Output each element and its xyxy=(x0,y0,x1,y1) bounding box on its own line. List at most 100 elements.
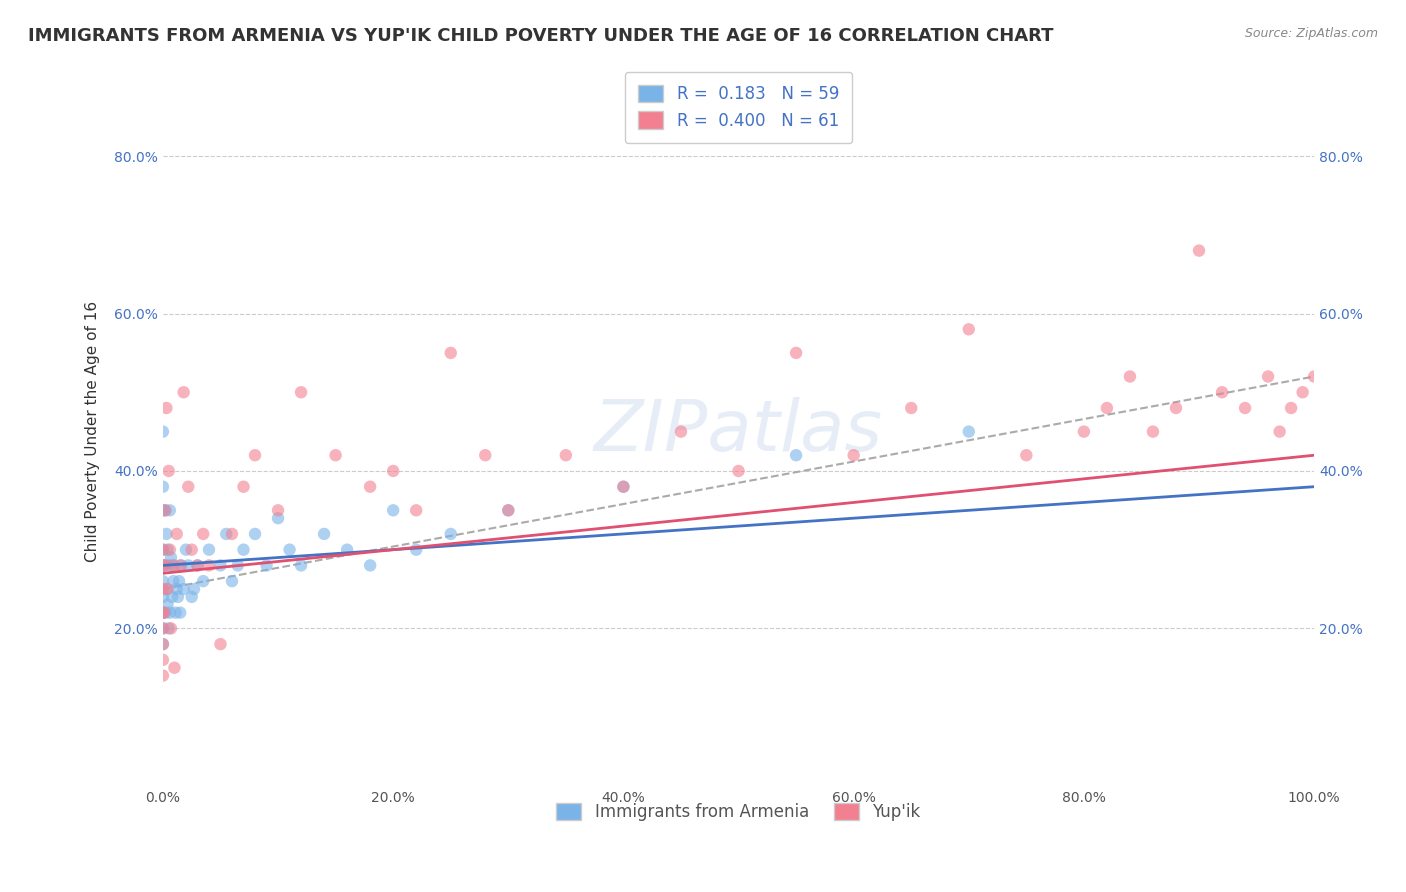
Point xyxy=(152,425,174,439)
Point xyxy=(186,558,208,573)
Point xyxy=(336,542,359,557)
Point xyxy=(152,480,174,494)
Point xyxy=(1291,385,1313,400)
Point xyxy=(156,542,179,557)
Point xyxy=(152,542,174,557)
Point xyxy=(440,527,463,541)
Y-axis label: Child Poverty Under the Age of 16: Child Poverty Under the Age of 16 xyxy=(86,301,100,562)
Point xyxy=(193,574,215,589)
Point xyxy=(156,598,179,612)
Point xyxy=(165,606,187,620)
Point xyxy=(159,542,181,557)
Point xyxy=(155,606,177,620)
Point xyxy=(183,582,205,596)
Point xyxy=(267,503,290,517)
Point xyxy=(1164,401,1187,415)
Point xyxy=(243,448,266,462)
Point xyxy=(1095,401,1118,415)
Point xyxy=(152,653,174,667)
Point xyxy=(193,527,215,541)
Point xyxy=(221,527,243,541)
Point xyxy=(163,558,186,573)
Point xyxy=(160,590,183,604)
Point xyxy=(152,590,174,604)
Point xyxy=(152,637,174,651)
Point xyxy=(177,558,200,573)
Point xyxy=(160,550,183,565)
Point xyxy=(1303,369,1326,384)
Point xyxy=(1188,244,1211,258)
Point xyxy=(498,503,520,517)
Point xyxy=(173,582,195,596)
Point xyxy=(159,503,181,517)
Point xyxy=(156,582,179,596)
Point xyxy=(1257,369,1279,384)
Point xyxy=(186,558,208,573)
Point xyxy=(226,558,249,573)
Point xyxy=(1234,401,1257,415)
Point xyxy=(405,503,427,517)
Point xyxy=(180,590,202,604)
Text: IMMIGRANTS FROM ARMENIA VS YUP'IK CHILD POVERTY UNDER THE AGE OF 16 CORRELATION : IMMIGRANTS FROM ARMENIA VS YUP'IK CHILD … xyxy=(28,27,1053,45)
Point xyxy=(157,558,180,573)
Text: Source: ZipAtlas.com: Source: ZipAtlas.com xyxy=(1244,27,1378,40)
Point xyxy=(167,574,190,589)
Point xyxy=(957,425,980,439)
Point xyxy=(325,448,347,462)
Point xyxy=(498,503,520,517)
Point xyxy=(243,527,266,541)
Point xyxy=(612,480,634,494)
Point xyxy=(474,448,496,462)
Point xyxy=(382,503,405,517)
Point xyxy=(290,385,312,400)
Point xyxy=(152,621,174,635)
Point xyxy=(1142,425,1164,439)
Point xyxy=(152,637,174,651)
Point xyxy=(152,574,174,589)
Point xyxy=(155,503,177,517)
Point xyxy=(170,558,193,573)
Point xyxy=(152,558,174,573)
Point xyxy=(314,527,336,541)
Point xyxy=(1119,369,1142,384)
Point xyxy=(554,448,576,462)
Point xyxy=(155,503,177,517)
Point xyxy=(173,385,195,400)
Point xyxy=(198,558,221,573)
Point xyxy=(169,558,191,573)
Point xyxy=(152,582,174,596)
Point xyxy=(159,606,181,620)
Point xyxy=(162,574,184,589)
Point xyxy=(209,637,232,651)
Point xyxy=(785,346,807,360)
Text: ZIP​atlas: ZIP​atlas xyxy=(593,397,883,467)
Point xyxy=(1015,448,1038,462)
Point xyxy=(166,527,188,541)
Point xyxy=(163,661,186,675)
Point xyxy=(267,511,290,525)
Point xyxy=(842,448,865,462)
Point xyxy=(1073,425,1095,439)
Point xyxy=(1279,401,1302,415)
Point xyxy=(155,527,177,541)
Point xyxy=(359,558,381,573)
Point xyxy=(612,480,634,494)
Point xyxy=(221,574,243,589)
Point xyxy=(166,582,188,596)
Point xyxy=(232,480,254,494)
Point xyxy=(160,558,183,573)
Point xyxy=(152,542,174,557)
Point xyxy=(440,346,463,360)
Point xyxy=(1268,425,1291,439)
Point xyxy=(155,558,177,573)
Point xyxy=(359,480,381,494)
Point xyxy=(382,464,405,478)
Point xyxy=(900,401,922,415)
Point xyxy=(157,464,180,478)
Point xyxy=(152,606,174,620)
Point xyxy=(209,558,232,573)
Point xyxy=(169,606,191,620)
Point xyxy=(785,448,807,462)
Point xyxy=(177,480,200,494)
Point xyxy=(278,542,301,557)
